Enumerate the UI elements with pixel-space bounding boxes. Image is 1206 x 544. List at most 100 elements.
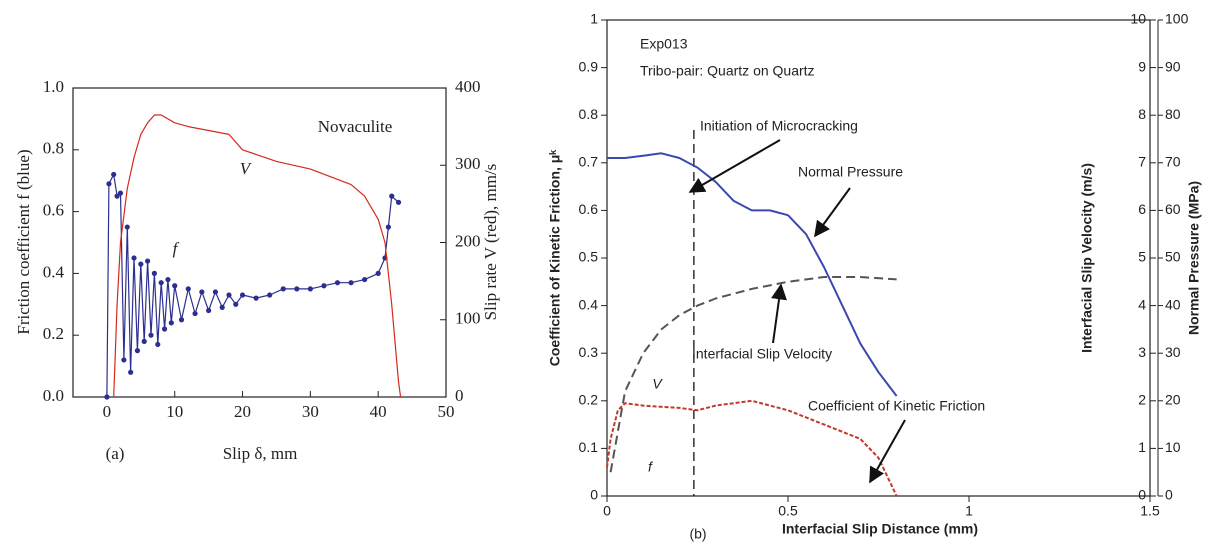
y3-tick-label: 10: [1165, 439, 1181, 455]
annotation: (b): [689, 526, 706, 542]
x-tick-label: 1: [965, 503, 973, 519]
y-tick-label: 0.1: [579, 439, 599, 455]
y2-tick-label: 3: [1138, 344, 1146, 360]
annotation: V: [652, 376, 663, 392]
series-marker: [155, 341, 161, 348]
series-marker: [307, 286, 313, 292]
panel-b: 0 0.5 1 1.500.10.20.30.40.50.60.70.80.91012…: [547, 11, 1202, 542]
x-tick-label: 10: [166, 402, 183, 421]
y3-tick-label: 0: [1165, 487, 1173, 503]
series-marker: [395, 199, 402, 205]
series-marker: [375, 270, 381, 276]
series-marker: [128, 369, 134, 375]
y3-tick-label: 30: [1165, 344, 1181, 360]
y2-tick-label: 400: [455, 77, 481, 96]
series-marker: [141, 338, 147, 344]
series-marker: [212, 289, 219, 295]
series-marker: [168, 320, 174, 326]
series-marker: [138, 261, 144, 267]
series-marker: [106, 181, 112, 187]
panel-a: 0 10 20 30 40 50 0.0 0.2 0.4 0.6 0.8 1.0 0 100 200 300 4…: [14, 77, 500, 463]
series-marker: [219, 304, 225, 310]
series-marker: [114, 193, 120, 199]
series-marker: [158, 280, 164, 286]
series-marker: [148, 332, 154, 338]
y2-tick-label: 5: [1138, 249, 1146, 265]
y-tick-label: 0.8: [579, 106, 599, 122]
series-marker: [348, 280, 354, 286]
y3-tick-label: 40: [1165, 296, 1181, 312]
series-line: [607, 152, 898, 397]
annotation: Novaculite: [318, 117, 393, 136]
series-marker: [385, 224, 391, 230]
series-marker: [121, 357, 127, 363]
y-tick-label: 0.6: [43, 201, 64, 220]
y2-tick-label: 0: [455, 386, 464, 405]
y2-tick-label: 10: [1130, 11, 1146, 27]
y2-tick-label: 4: [1138, 296, 1146, 312]
series-marker: [321, 283, 327, 289]
series-marker: [253, 295, 259, 301]
y-tick-label: 0.0: [43, 386, 64, 405]
x-tick-label: 50: [438, 402, 455, 421]
callout-arrow: [771, 283, 787, 344]
y2-tick-label: 6: [1138, 201, 1146, 217]
y-tick-label: 0: [590, 487, 598, 503]
series-line: [606, 399, 898, 497]
y2-tick-label: 8: [1138, 106, 1146, 122]
series-marker: [104, 394, 110, 400]
y2-axis-title: Slip rate V (red), mm/s: [481, 164, 500, 321]
series-marker: [178, 317, 185, 323]
series-marker: [151, 270, 157, 276]
x-tick-label: 0: [103, 402, 112, 421]
series-marker: [117, 190, 124, 196]
y3-tick-label: 20: [1165, 392, 1181, 408]
series-marker: [294, 286, 300, 292]
series-line: [106, 173, 399, 398]
y-tick-label: 0.3: [579, 344, 599, 360]
series-marker: [192, 310, 198, 317]
y2-tick-label: 2: [1138, 392, 1146, 408]
y-tick-label: 0.8: [43, 139, 64, 158]
series-marker: [161, 326, 168, 332]
series-line: [113, 114, 402, 398]
y-tick-label: 0.4: [579, 296, 599, 312]
x-axis-title: Slip δ, mm: [223, 444, 298, 463]
y3-tick-label: 80: [1165, 106, 1181, 122]
x-tick-label: 40: [370, 402, 387, 421]
series-marker: [206, 307, 212, 314]
y-tick-label: 0.6: [579, 201, 599, 217]
series-label: f: [173, 239, 180, 258]
y-axis-title: Coefficient of Kinetic Friction, μᵏ: [547, 150, 563, 367]
series-marker: [131, 255, 137, 261]
y3-tick-label: 70: [1165, 154, 1181, 170]
y-tick-label: 0.4: [43, 262, 65, 281]
x-tick-label: 0: [603, 503, 611, 519]
y2-axis-title: Interfacial Slip Velocity (m/s): [1079, 163, 1095, 353]
annotation: Exp013: [640, 36, 688, 52]
series-marker: [165, 276, 171, 283]
series-marker: [124, 224, 130, 230]
callout-arrow: [869, 419, 906, 484]
y-tick-label: 0.5: [579, 249, 599, 265]
y2-tick-label: 7: [1138, 154, 1146, 170]
annotation: f: [648, 459, 654, 475]
y-tick-label: 0.2: [579, 392, 599, 408]
series-label: V: [240, 159, 253, 178]
x-tick-label: 0.5: [778, 503, 798, 519]
series-marker: [233, 301, 239, 307]
series-marker: [199, 289, 205, 295]
y-tick-label: 1: [590, 11, 598, 27]
series-marker: [280, 286, 286, 292]
series-marker: [389, 193, 395, 199]
x-tick-label: 1.5: [1140, 503, 1160, 519]
series-marker: [267, 292, 273, 298]
series-label: Normal Pressure: [798, 164, 903, 180]
y-tick-label: 0.2: [43, 324, 64, 343]
y-tick-label: 0.7: [579, 154, 599, 170]
series-marker: [362, 276, 368, 283]
y3-tick-label: 50: [1165, 249, 1181, 265]
series-marker: [172, 283, 178, 289]
series-marker: [145, 258, 151, 264]
